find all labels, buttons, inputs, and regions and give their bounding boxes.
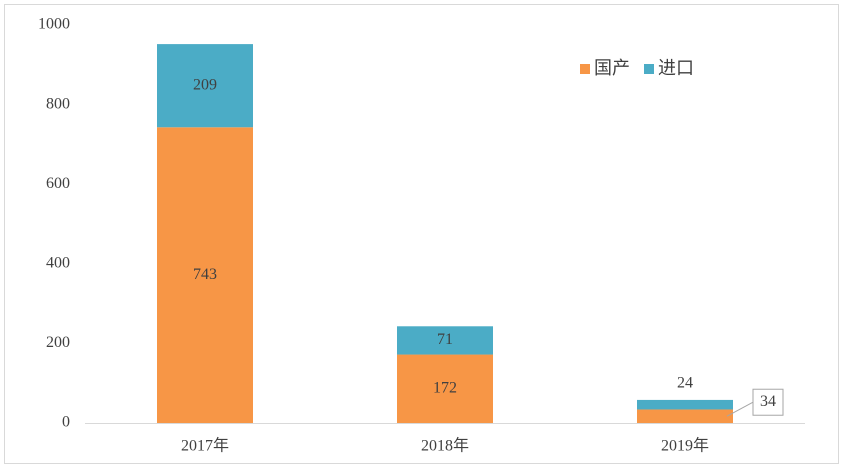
x-tick-label: 2019年: [661, 437, 709, 455]
bar-segment: [397, 326, 493, 355]
bar-segment: [157, 44, 253, 128]
y-tick-label: 1000: [38, 16, 70, 33]
leader-line: [726, 401, 754, 417]
y-tick-label: 600: [46, 175, 70, 192]
legend-swatch: [580, 64, 590, 74]
x-tick-label: 2017年: [181, 437, 229, 455]
data-label: 209: [193, 76, 217, 93]
label-box: [752, 388, 784, 416]
bar-segment: [397, 354, 493, 423]
x-tick-label: 2018年: [421, 437, 469, 455]
legend-label: 进口: [658, 58, 694, 78]
data-label: 24: [677, 375, 693, 392]
bar-segment: [637, 409, 733, 423]
legend-swatch: [644, 64, 654, 74]
legend-label: 国产: [594, 58, 630, 78]
data-label: 172: [433, 379, 457, 396]
y-tick-label: 800: [46, 95, 70, 112]
bar-segment: [157, 127, 253, 423]
data-label: 34: [760, 393, 776, 410]
data-label: 71: [437, 331, 453, 348]
bar-segment: [637, 399, 733, 410]
data-label: 743: [193, 266, 217, 283]
y-tick-label: 0: [62, 414, 70, 431]
y-tick-label: 200: [46, 334, 70, 351]
y-tick-label: 400: [46, 254, 70, 271]
